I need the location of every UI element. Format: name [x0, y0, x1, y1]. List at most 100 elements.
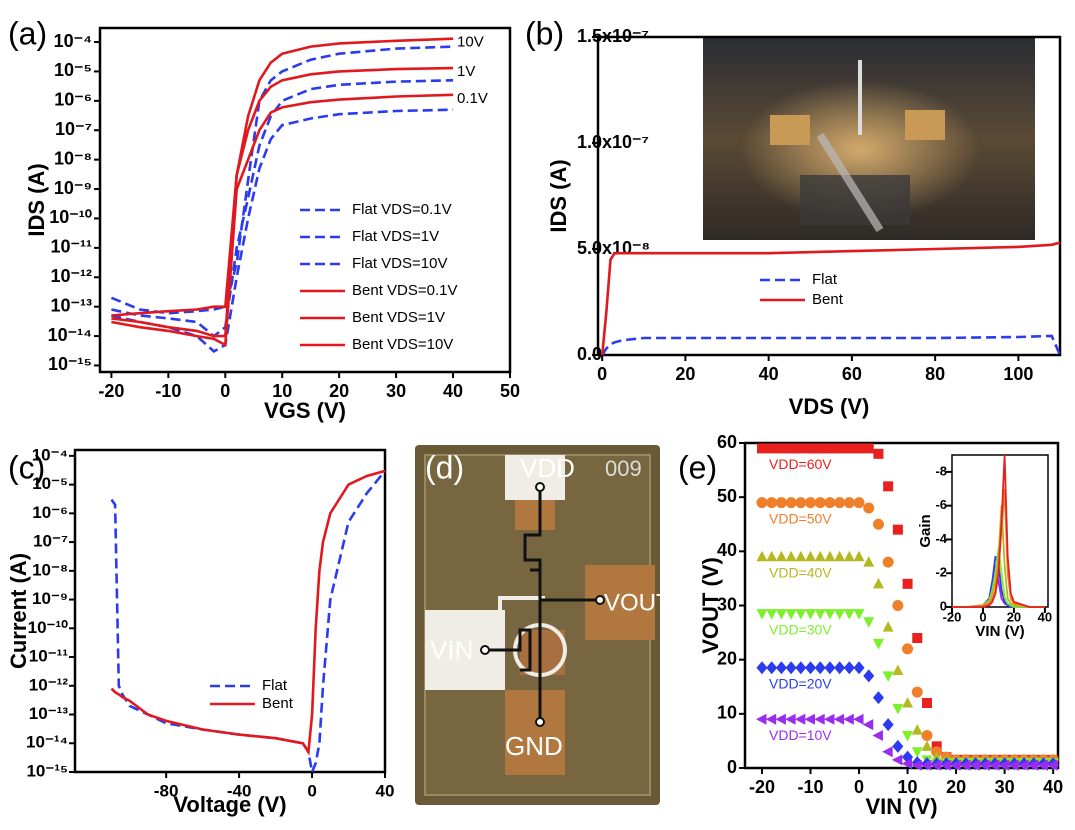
- data-point: [796, 443, 806, 453]
- y-axis-title: IDS (A): [546, 159, 571, 232]
- data-point: [903, 579, 913, 589]
- x-axis-title: VIN (V): [975, 623, 1024, 640]
- legend-label: Bent VDS=0.1V: [352, 282, 457, 299]
- y-tick-label: 0: [727, 757, 737, 777]
- y-tick-label: 10⁻¹⁴: [48, 325, 92, 345]
- y-tick-label: 10⁻⁸: [32, 560, 68, 579]
- y-tick-label: 10⁻¹⁵: [48, 354, 92, 374]
- x-tick-label: 100: [1003, 364, 1033, 384]
- x-tick-label: 0: [220, 381, 230, 401]
- x-axis-title: VIN (V): [865, 794, 937, 819]
- data-point: [776, 443, 786, 453]
- panel-label: (d): [425, 449, 464, 485]
- y-tick-label: 10⁻⁷: [33, 532, 68, 551]
- y-tick-label: 50: [717, 486, 737, 506]
- probe-station-photo: [703, 38, 1035, 240]
- vin-label: VIN: [430, 635, 473, 665]
- data-point: [854, 443, 864, 453]
- chip-id: 009: [605, 456, 642, 481]
- y-tick-label: 0: [940, 598, 947, 613]
- panel-label: (a): [8, 15, 47, 51]
- x-tick-label: 0: [597, 364, 607, 384]
- y-tick-label: 1.5x10⁻⁷: [577, 26, 649, 46]
- legend-label: Flat VDS=1V: [352, 228, 439, 245]
- data-point: [873, 449, 883, 459]
- y-tick-label: 10⁻⁶: [54, 90, 92, 110]
- x-tick-label: 0: [854, 777, 864, 797]
- y-tick-label: 10⁻¹¹: [50, 237, 92, 257]
- y-tick-label: 10⁻⁴: [32, 445, 68, 464]
- y-tick-label: 10⁻⁸: [54, 148, 92, 168]
- x-tick-label: 40: [1038, 609, 1052, 624]
- data-point: [776, 497, 787, 508]
- y-tick-label: 10⁻¹⁰: [28, 618, 69, 637]
- x-tick-label: -10: [798, 777, 824, 797]
- y-tick-label: 10: [717, 703, 737, 723]
- micrograph: (d) VDD 009 VOUT VIN GND: [415, 445, 671, 805]
- data-point: [844, 443, 854, 453]
- y-tick-label: 10⁻¹¹: [29, 647, 69, 666]
- data-point: [835, 443, 845, 453]
- data-point: [912, 633, 922, 643]
- data-point: [824, 497, 835, 508]
- y-tick-label: 40: [717, 540, 737, 560]
- x-tick-label: 50: [500, 381, 520, 401]
- data-point: [883, 481, 893, 491]
- data-point: [892, 600, 903, 611]
- y-tick-label: 10⁻⁹: [54, 178, 92, 198]
- y-tick-label: 0.0: [577, 344, 602, 364]
- x-tick-label: 60: [842, 364, 862, 384]
- vdd-label: VDD: [520, 453, 575, 483]
- annotation: 1V: [457, 63, 475, 80]
- series-label: VDD=20V: [769, 675, 832, 691]
- y-axis-title: Gain: [917, 514, 934, 547]
- data-point: [893, 525, 903, 535]
- y-tick-label: 10⁻¹²: [29, 675, 69, 694]
- x-axis-title: VDS (V): [789, 394, 870, 419]
- x-tick-label: 40: [376, 781, 395, 800]
- data-point: [844, 497, 855, 508]
- y-tick-label: 10⁻⁴: [54, 31, 92, 51]
- y-axis-title: IDS (A): [24, 163, 49, 236]
- x-tick-label: -10: [155, 381, 181, 401]
- legend-label: Bent: [812, 291, 844, 308]
- y-tick-label: 10⁻⁵: [54, 60, 92, 80]
- legend-label: Bent: [262, 695, 294, 712]
- y-tick-label: 10⁻¹²: [50, 266, 92, 286]
- y-tick-label: 10⁻⁶: [32, 503, 68, 522]
- y-tick-label: 10⁻⁷: [55, 119, 92, 139]
- data-point: [912, 687, 923, 698]
- y-tick-label: -2: [935, 565, 947, 580]
- legend-label: Flat VDS=10V: [352, 255, 447, 272]
- x-tick-label: -20: [98, 381, 124, 401]
- x-tick-label: 80: [925, 364, 945, 384]
- annotation: 0.1V: [457, 90, 488, 107]
- x-axis-title: VGS (V): [264, 398, 346, 423]
- data-point: [766, 497, 777, 508]
- y-tick-label: 10⁻¹³: [29, 704, 69, 723]
- series-label: VDD=50V: [769, 510, 832, 526]
- y-tick-label: 10⁻¹⁵: [26, 761, 68, 780]
- y-axis-title: VOUT (V): [698, 557, 723, 654]
- x-tick-label: 30: [386, 381, 406, 401]
- x-tick-label: 40: [443, 381, 463, 401]
- series-label: VDD=40V: [769, 564, 832, 580]
- y-tick-label: 10⁻¹⁴: [26, 733, 68, 752]
- data-point: [883, 557, 894, 568]
- data-point: [757, 443, 767, 453]
- data-point: [756, 497, 767, 508]
- data-point: [795, 497, 806, 508]
- legend-label: Bent VDS=1V: [352, 309, 445, 326]
- y-tick-label: 10⁻¹⁰: [49, 207, 92, 227]
- panel-label: (b): [525, 15, 564, 51]
- x-tick-label: 30: [995, 777, 1015, 797]
- data-point: [864, 443, 874, 453]
- y-tick-label: -8: [935, 463, 947, 478]
- x-tick-label: 20: [675, 364, 695, 384]
- legend-label: Flat: [262, 677, 288, 694]
- series-label: VDD=10V: [769, 727, 832, 743]
- y-tick-label: -6: [935, 497, 947, 512]
- x-tick-label: -20: [749, 777, 775, 797]
- annotation: 10V: [457, 34, 484, 51]
- data-point: [902, 643, 913, 654]
